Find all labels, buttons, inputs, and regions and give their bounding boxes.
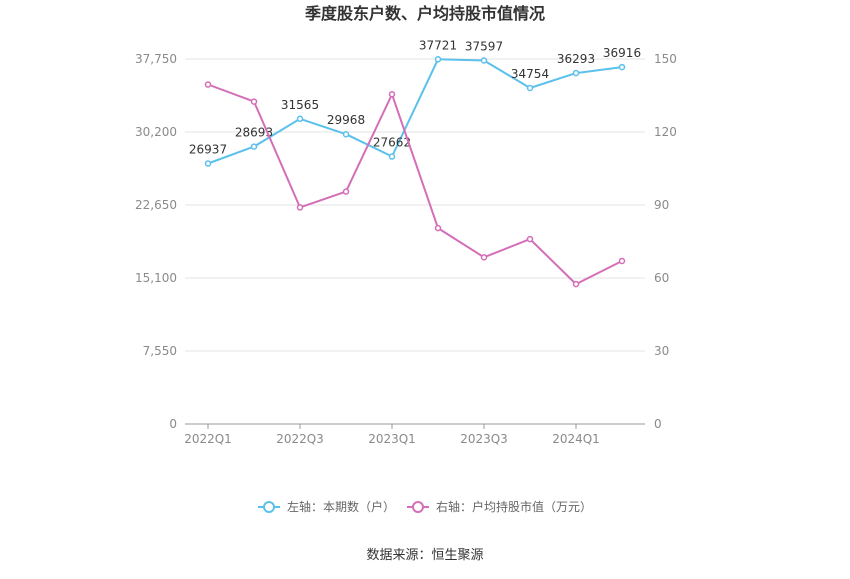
data-label: 29968	[327, 113, 365, 127]
data-label: 37721	[419, 38, 457, 52]
x-axis-tick-label: 2022Q1	[184, 432, 232, 446]
data-label: 36293	[557, 52, 595, 66]
data-label: 34754	[511, 67, 549, 81]
right-axis-tick-label: 60	[654, 271, 669, 285]
x-axis-tick-label: 2023Q3	[460, 432, 508, 446]
left-axis-tick-label: 37,750	[135, 52, 177, 66]
data-point-series-1	[434, 56, 442, 63]
legend: 左轴：本期数（户） 右轴：户均持股市值（万元）	[258, 499, 592, 514]
left-axis-tick-label: 30,200	[135, 125, 177, 139]
right-axis-tick-label: 150	[654, 52, 677, 66]
data-label: 36916	[603, 46, 641, 60]
x-axis-tick-label: 2023Q1	[368, 432, 416, 446]
data-point-series-1	[572, 69, 580, 77]
left-axis-tick-label: 7,550	[143, 344, 177, 358]
data-point-series-1	[480, 57, 488, 64]
data-point-series-2	[572, 280, 580, 288]
data-label: 28693	[235, 126, 273, 140]
right-axis-tick-label: 0	[654, 417, 662, 431]
left-axis-tick-label: 22,650	[135, 198, 177, 212]
data-point-series-1	[250, 143, 258, 150]
data-label: 37597	[465, 39, 503, 53]
axes: 0 7,550 15,100 22,650 30,200 37,750 0 30 60 90 120…	[135, 52, 677, 446]
data-point-series-2	[618, 257, 626, 265]
chart-title: 季度股东户数、户均持股市值情况	[304, 4, 545, 23]
data-label: 27662	[373, 136, 411, 150]
left-axis-tick-label: 0	[169, 417, 177, 431]
legend-swatch-marker	[263, 501, 275, 513]
data-point-series-2	[526, 235, 534, 243]
right-axis-tick-label: 30	[654, 344, 669, 358]
data-label: 26937	[189, 143, 227, 157]
grid-lines	[185, 58, 645, 352]
data-point-series-1	[204, 160, 212, 167]
data-point-series-1	[342, 130, 350, 138]
data-point-series-1	[296, 115, 304, 123]
data-point-series-2	[250, 98, 258, 105]
series-lines: 26937 28693 31565 29968 27662 37721 37597 34754…	[189, 38, 641, 288]
data-label: 31565	[281, 98, 319, 112]
data-point-series-1	[526, 84, 534, 92]
x-axis-tick-label: 2022Q3	[276, 432, 324, 446]
data-point-series-1	[388, 153, 396, 160]
data-point-series-2	[388, 91, 396, 98]
series-line-2	[207, 83, 623, 286]
data-point-series-2	[480, 254, 488, 261]
left-axis-tick-label: 15,100	[135, 271, 177, 285]
right-axis-tick-label: 120	[654, 125, 677, 139]
x-axis-tick-label: 2024Q1	[552, 432, 600, 446]
legend-label: 左轴：本期数（户）	[287, 499, 395, 514]
data-point-series-2	[434, 224, 442, 232]
data-point-series-1	[618, 63, 626, 71]
data-point-series-2	[204, 81, 212, 88]
data-point-series-2	[342, 188, 350, 195]
source-note: 数据来源：恒生聚源	[366, 548, 483, 563]
series-line-1	[207, 58, 623, 165]
data-point-series-2	[296, 204, 304, 211]
right-axis-tick-label: 90	[654, 198, 669, 212]
legend-label: 右轴：户均持股市值（万元）	[436, 499, 592, 514]
legend-swatch-marker	[412, 501, 424, 513]
